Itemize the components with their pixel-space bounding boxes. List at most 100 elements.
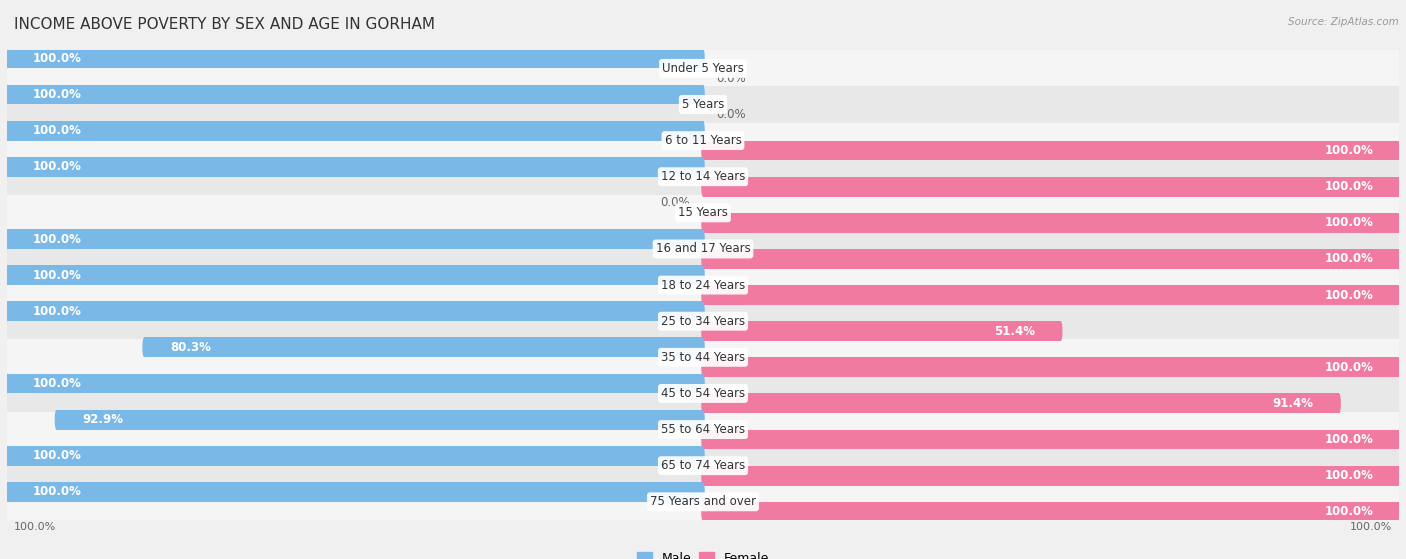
Bar bbox=[7, 446, 703, 466]
Text: 65 to 74 Years: 65 to 74 Years bbox=[661, 459, 745, 472]
Circle shape bbox=[1398, 429, 1400, 449]
Bar bbox=[703, 285, 1399, 305]
Circle shape bbox=[142, 338, 146, 357]
Bar bbox=[7, 267, 1399, 303]
Bar bbox=[703, 502, 1399, 522]
Circle shape bbox=[702, 429, 704, 449]
Text: 45 to 54 Years: 45 to 54 Years bbox=[661, 387, 745, 400]
Circle shape bbox=[702, 84, 704, 105]
Text: 100.0%: 100.0% bbox=[1324, 469, 1374, 482]
Text: 100.0%: 100.0% bbox=[32, 269, 82, 282]
Text: 100.0%: 100.0% bbox=[32, 449, 82, 462]
Text: 0.0%: 0.0% bbox=[716, 108, 745, 121]
Circle shape bbox=[6, 301, 8, 321]
Circle shape bbox=[1398, 141, 1400, 160]
Bar bbox=[7, 339, 1399, 376]
Circle shape bbox=[702, 157, 704, 177]
Bar bbox=[7, 448, 1399, 484]
Text: 35 to 44 Years: 35 to 44 Years bbox=[661, 351, 745, 364]
Text: 100.0%: 100.0% bbox=[1350, 522, 1392, 532]
Circle shape bbox=[702, 301, 704, 321]
Circle shape bbox=[702, 213, 704, 233]
Circle shape bbox=[702, 141, 704, 160]
Bar bbox=[7, 265, 703, 285]
Circle shape bbox=[702, 249, 704, 269]
Bar bbox=[703, 321, 1060, 341]
Text: 100.0%: 100.0% bbox=[1324, 253, 1374, 266]
Text: 100.0%: 100.0% bbox=[1324, 433, 1374, 446]
Text: INCOME ABOVE POVERTY BY SEX AND AGE IN GORHAM: INCOME ABOVE POVERTY BY SEX AND AGE IN G… bbox=[14, 17, 434, 32]
Text: 80.3%: 80.3% bbox=[170, 341, 211, 354]
Circle shape bbox=[702, 394, 704, 413]
Text: Under 5 Years: Under 5 Years bbox=[662, 62, 744, 75]
Bar bbox=[703, 213, 1399, 233]
Text: 100.0%: 100.0% bbox=[1324, 144, 1374, 157]
Text: 100.0%: 100.0% bbox=[32, 233, 82, 245]
Text: 55 to 64 Years: 55 to 64 Years bbox=[661, 423, 745, 436]
Text: 100.0%: 100.0% bbox=[32, 88, 82, 101]
Text: 15 Years: 15 Years bbox=[678, 206, 728, 219]
Bar bbox=[7, 231, 1399, 267]
Circle shape bbox=[6, 446, 8, 466]
Bar bbox=[7, 121, 703, 141]
Circle shape bbox=[1398, 285, 1400, 305]
Circle shape bbox=[1398, 213, 1400, 233]
Circle shape bbox=[1398, 502, 1400, 522]
Text: 92.9%: 92.9% bbox=[82, 413, 124, 426]
Circle shape bbox=[6, 121, 8, 141]
Text: 5 Years: 5 Years bbox=[682, 98, 724, 111]
Bar bbox=[703, 141, 1399, 160]
Text: 100.0%: 100.0% bbox=[32, 52, 82, 65]
Bar bbox=[7, 411, 1399, 448]
Circle shape bbox=[1059, 321, 1063, 341]
Circle shape bbox=[702, 49, 704, 68]
Circle shape bbox=[6, 373, 8, 394]
Text: 100.0%: 100.0% bbox=[1324, 216, 1374, 229]
Bar bbox=[7, 373, 703, 394]
Bar bbox=[7, 87, 1399, 122]
Bar bbox=[7, 50, 1399, 87]
Bar bbox=[7, 195, 1399, 231]
Text: 12 to 14 Years: 12 to 14 Years bbox=[661, 170, 745, 183]
Circle shape bbox=[702, 373, 704, 394]
Bar bbox=[703, 357, 1399, 377]
Text: 0.0%: 0.0% bbox=[661, 196, 690, 210]
Circle shape bbox=[702, 229, 704, 249]
Legend: Male, Female: Male, Female bbox=[631, 547, 775, 559]
Text: 91.4%: 91.4% bbox=[1272, 397, 1313, 410]
Circle shape bbox=[702, 177, 704, 197]
Bar bbox=[7, 482, 703, 502]
Text: 6 to 11 Years: 6 to 11 Years bbox=[665, 134, 741, 147]
Bar bbox=[7, 303, 1399, 339]
Text: 100.0%: 100.0% bbox=[32, 160, 82, 173]
Text: 0.0%: 0.0% bbox=[716, 72, 745, 85]
Bar bbox=[703, 249, 1399, 269]
Bar bbox=[7, 376, 1399, 411]
Circle shape bbox=[6, 265, 8, 285]
Circle shape bbox=[1398, 177, 1400, 197]
Circle shape bbox=[1398, 249, 1400, 269]
Text: 100.0%: 100.0% bbox=[32, 124, 82, 137]
Text: 75 Years and over: 75 Years and over bbox=[650, 495, 756, 508]
Text: 100.0%: 100.0% bbox=[1324, 505, 1374, 518]
Bar bbox=[145, 338, 703, 357]
Bar bbox=[7, 484, 1399, 520]
Circle shape bbox=[702, 502, 704, 522]
Bar bbox=[703, 394, 1339, 413]
Bar bbox=[703, 466, 1399, 486]
Text: 18 to 24 Years: 18 to 24 Years bbox=[661, 278, 745, 292]
Circle shape bbox=[1398, 466, 1400, 486]
Bar bbox=[7, 159, 1399, 195]
Bar bbox=[703, 177, 1399, 197]
Circle shape bbox=[702, 321, 704, 341]
Text: 100.0%: 100.0% bbox=[1324, 361, 1374, 374]
Circle shape bbox=[6, 84, 8, 105]
Bar bbox=[7, 157, 703, 177]
Text: 100.0%: 100.0% bbox=[1324, 288, 1374, 301]
Circle shape bbox=[1337, 394, 1341, 413]
Circle shape bbox=[6, 482, 8, 502]
Text: 16 and 17 Years: 16 and 17 Years bbox=[655, 243, 751, 255]
Circle shape bbox=[702, 357, 704, 377]
Bar bbox=[7, 301, 703, 321]
Bar bbox=[56, 410, 703, 429]
